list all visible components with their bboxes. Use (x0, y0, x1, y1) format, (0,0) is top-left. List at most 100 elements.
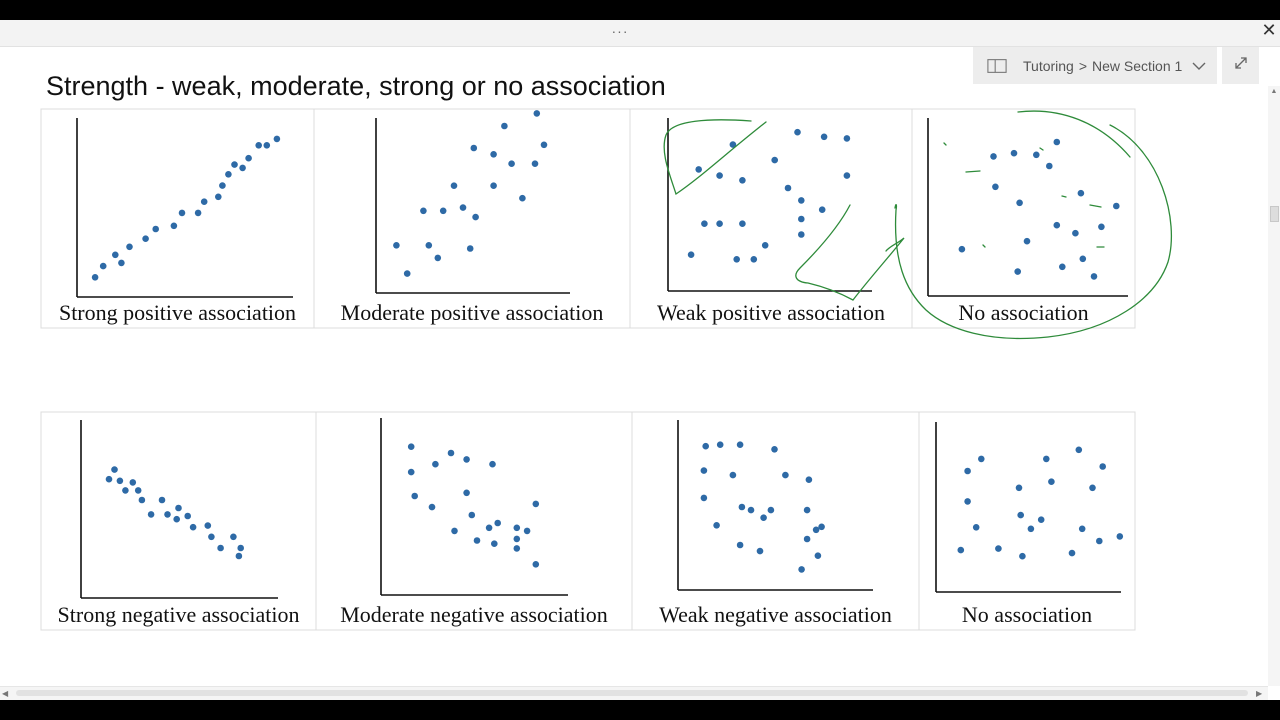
scatter-point (736, 441, 744, 449)
panel-border (918, 411, 1136, 631)
horizontal-scrollbar[interactable]: ◀ ▶ (0, 686, 1268, 700)
scatter-point (1068, 549, 1076, 557)
scroll-thumb-horizontal[interactable] (16, 690, 1248, 696)
scatter-point (784, 184, 792, 192)
scatter-point (489, 460, 496, 468)
scatter-point (1033, 151, 1040, 159)
scatter-point (245, 154, 252, 162)
scatter-point (739, 177, 746, 184)
scatter-point (1113, 202, 1120, 210)
scatter-point (215, 193, 222, 201)
scatter-point (255, 142, 262, 149)
breadcrumb[interactable]: Tutoring > New Section 1 (973, 47, 1217, 84)
scatter-point (1043, 455, 1050, 463)
vertical-scrollbar[interactable]: ▲ (1268, 86, 1280, 686)
more-options-button[interactable]: ··· (611, 23, 629, 39)
notebook-icon (987, 58, 1007, 73)
scatter-point (964, 498, 971, 505)
scatter-point (164, 511, 171, 518)
scatter-point (513, 545, 521, 552)
ink-stroke[interactable] (852, 237, 905, 301)
scatter-point (263, 142, 271, 149)
scroll-left-icon[interactable]: ◀ (2, 689, 9, 698)
scatter-panel: No association (911, 108, 1136, 329)
scatter-point (239, 164, 246, 172)
scatter-point (118, 259, 125, 267)
scatter-panel: Moderate negative association (315, 411, 633, 631)
scatter-point (200, 198, 208, 205)
scatter-point (702, 442, 709, 450)
scatter-point (687, 251, 695, 258)
scatter-point (473, 537, 481, 544)
scatter-point (716, 441, 724, 449)
ink-annotations[interactable] (663, 110, 1172, 340)
scatter-point (1079, 255, 1087, 263)
scatter-point (204, 522, 212, 529)
scroll-up-icon[interactable]: ▲ (1270, 88, 1278, 95)
ink-stroke[interactable] (943, 142, 1105, 248)
panel-border (629, 108, 913, 329)
breadcrumb-separator: > (1078, 57, 1088, 74)
scatter-point (533, 110, 541, 117)
scatter-point (235, 552, 243, 560)
panel-caption: Strong negative association (58, 602, 300, 627)
scatter-point (217, 544, 224, 552)
scatter-point (1075, 446, 1083, 454)
scatter-point (439, 207, 447, 215)
scatter-point (173, 515, 180, 523)
breadcrumb-notebook[interactable]: Tutoring (1023, 57, 1074, 74)
scatter-point (803, 506, 811, 514)
scatter-point (729, 141, 737, 148)
scatter-point (142, 235, 149, 242)
scatter-point (447, 449, 455, 457)
chevron-down-icon[interactable] (1192, 61, 1206, 71)
scatter-point (798, 215, 805, 223)
scatter-point (958, 245, 966, 253)
panel-caption: Weak positive association (657, 300, 885, 325)
scatter-point (152, 225, 159, 233)
scatter-point (957, 546, 965, 554)
scatter-point (729, 471, 737, 479)
scatter-point (105, 475, 113, 483)
scatter-point (485, 524, 493, 532)
scatter-point (450, 182, 458, 189)
scatter-point (1027, 525, 1035, 533)
title-bar: ··· ✕ (0, 20, 1280, 47)
scatter-point (513, 524, 521, 532)
scatter-point (184, 512, 191, 520)
scatter-point (126, 243, 133, 251)
panel-caption: Weak negative association (659, 602, 892, 627)
scatter-point (425, 242, 433, 249)
scatter-point (532, 561, 540, 568)
breadcrumb-section[interactable]: New Section 1 (1092, 57, 1183, 74)
scroll-thumb[interactable] (1270, 206, 1279, 222)
scatter-point (1053, 138, 1061, 146)
scatter-point (805, 476, 813, 484)
scatter-point (760, 514, 767, 521)
ink-stroke[interactable] (663, 119, 767, 196)
scatter-point (1046, 162, 1053, 170)
close-button[interactable]: ✕ (1261, 20, 1277, 40)
scatter-point (843, 135, 851, 142)
scatter-point (820, 133, 828, 141)
ink-stroke[interactable] (894, 110, 1172, 340)
scroll-right-icon[interactable]: ▶ (1256, 689, 1263, 698)
scatter-point (225, 171, 232, 178)
scatter-point (756, 547, 764, 555)
scatter-point (273, 135, 281, 143)
scatter-point (237, 544, 244, 552)
scatter-point (733, 255, 740, 263)
scatter-point (716, 220, 723, 227)
breadcrumb-text: Tutoring > New Section 1 (1023, 58, 1182, 74)
scatter-point (794, 128, 801, 136)
ink-stroke[interactable] (795, 204, 854, 301)
scatter-point (798, 566, 805, 573)
scatter-point (230, 533, 237, 541)
scatter-point (1089, 484, 1096, 492)
expand-button[interactable] (1222, 47, 1259, 84)
scatter-point (1023, 237, 1031, 245)
scatter-point (468, 511, 476, 519)
scatter-point (747, 506, 755, 514)
scatter-point (428, 503, 436, 511)
scatter-point (964, 467, 971, 475)
